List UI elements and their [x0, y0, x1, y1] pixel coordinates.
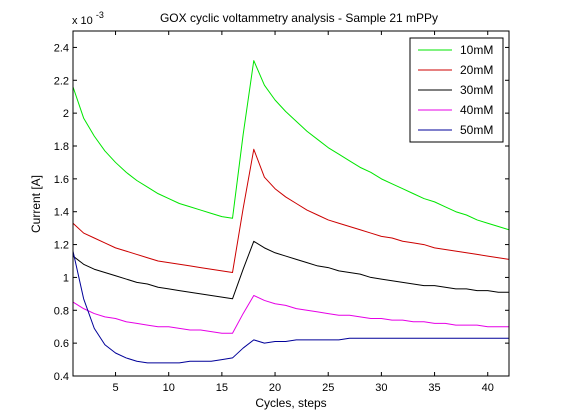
legend-label-40mm: 40mM [460, 103, 493, 117]
y-tick-label: 1.4 [54, 207, 69, 219]
legend-label-30mm: 30mM [460, 83, 493, 97]
series-line-40mm [72, 295, 509, 334]
axes-box [72, 30, 510, 377]
y-tick-label: 1.2 [54, 240, 69, 252]
y-multiplier: x 10 -3 [72, 10, 104, 27]
y-tick-label: 2 [63, 108, 69, 120]
y-multiplier-base: x 10 [72, 15, 93, 27]
y-tick-label: 0.8 [54, 305, 69, 317]
x-tick-label: 25 [322, 382, 334, 394]
legend-label-50mm: 50mM [460, 123, 493, 137]
y-axis-title: Current [A] [29, 175, 43, 233]
series-layer [72, 60, 510, 364]
y-tick-label: 1.6 [54, 174, 69, 186]
legend: 10mM 20mM 30mM 40mM 50mM [409, 37, 504, 143]
y-tick-label: 0.4 [54, 371, 69, 383]
x-tick-label: 35 [428, 382, 440, 394]
series-line-20mm [72, 148, 510, 273]
y-tick-label: 1.8 [54, 141, 69, 153]
x-tick-label: 10 [163, 382, 175, 394]
y-multiplier-exponent: -3 [96, 10, 104, 20]
y-tick-label: 2.4 [54, 42, 69, 54]
chart-title: GOX cyclic voltammetry analysis - Sample… [160, 11, 438, 25]
x-tick-label: 15 [216, 382, 228, 394]
legend-label-10mm: 10mM [460, 43, 493, 57]
series-line-50mm [72, 251, 509, 364]
x-tick-label: 30 [375, 382, 387, 394]
y-tick-label: 0.6 [54, 338, 69, 350]
y-tick-label: 1 [63, 272, 69, 284]
ticks-layer: 5 10 15 20 25 30 35 40 0.4 0.6 0.8 1 1.2 1.4 1.6 1.8 2 2.… [54, 31, 509, 394]
y-tick-label: 2.2 [54, 75, 69, 87]
x-tick-label: 40 [482, 382, 494, 394]
x-tick-label: 5 [112, 382, 118, 394]
series-line-10mm [72, 60, 510, 231]
series-line-30mm [72, 240, 509, 300]
legend-label-20mm: 20mM [460, 63, 493, 77]
x-tick-label: 20 [269, 382, 281, 394]
x-axis-title: Cycles, steps [255, 396, 326, 410]
